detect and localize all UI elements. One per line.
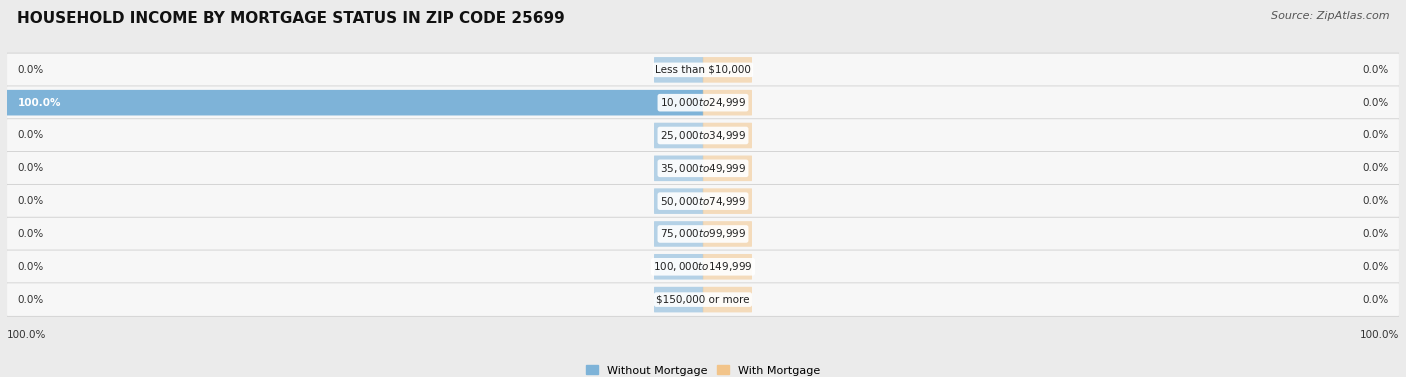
Text: 0.0%: 0.0% bbox=[1362, 130, 1389, 141]
Text: 0.0%: 0.0% bbox=[1362, 65, 1389, 75]
Text: $35,000 to $49,999: $35,000 to $49,999 bbox=[659, 162, 747, 175]
FancyBboxPatch shape bbox=[7, 152, 1399, 185]
FancyBboxPatch shape bbox=[7, 119, 1399, 152]
Text: 0.0%: 0.0% bbox=[17, 130, 44, 141]
Text: 0.0%: 0.0% bbox=[1362, 262, 1389, 272]
FancyBboxPatch shape bbox=[654, 188, 703, 214]
FancyBboxPatch shape bbox=[654, 221, 703, 247]
Text: 0.0%: 0.0% bbox=[17, 262, 44, 272]
FancyBboxPatch shape bbox=[7, 184, 1399, 218]
Text: 0.0%: 0.0% bbox=[17, 65, 44, 75]
Text: 0.0%: 0.0% bbox=[1362, 196, 1389, 206]
FancyBboxPatch shape bbox=[654, 287, 703, 313]
Text: 100.0%: 100.0% bbox=[7, 330, 46, 340]
FancyBboxPatch shape bbox=[7, 217, 1399, 251]
FancyBboxPatch shape bbox=[703, 221, 752, 247]
FancyBboxPatch shape bbox=[654, 254, 703, 280]
Text: 0.0%: 0.0% bbox=[17, 294, 44, 305]
FancyBboxPatch shape bbox=[654, 57, 703, 83]
Text: $50,000 to $74,999: $50,000 to $74,999 bbox=[659, 195, 747, 208]
FancyBboxPatch shape bbox=[7, 283, 1399, 316]
Text: Source: ZipAtlas.com: Source: ZipAtlas.com bbox=[1271, 11, 1389, 21]
Text: 0.0%: 0.0% bbox=[17, 163, 44, 173]
FancyBboxPatch shape bbox=[654, 123, 703, 148]
Text: 0.0%: 0.0% bbox=[1362, 294, 1389, 305]
FancyBboxPatch shape bbox=[654, 156, 703, 181]
Text: 0.0%: 0.0% bbox=[17, 196, 44, 206]
FancyBboxPatch shape bbox=[703, 57, 752, 83]
Text: 100.0%: 100.0% bbox=[17, 98, 60, 108]
Text: 0.0%: 0.0% bbox=[1362, 98, 1389, 108]
Text: HOUSEHOLD INCOME BY MORTGAGE STATUS IN ZIP CODE 25699: HOUSEHOLD INCOME BY MORTGAGE STATUS IN Z… bbox=[17, 11, 565, 26]
Legend: Without Mortgage, With Mortgage: Without Mortgage, With Mortgage bbox=[582, 361, 824, 377]
FancyBboxPatch shape bbox=[703, 188, 752, 214]
FancyBboxPatch shape bbox=[7, 90, 703, 115]
FancyBboxPatch shape bbox=[703, 156, 752, 181]
FancyBboxPatch shape bbox=[7, 53, 1399, 87]
FancyBboxPatch shape bbox=[703, 90, 752, 115]
Text: $100,000 to $149,999: $100,000 to $149,999 bbox=[654, 260, 752, 273]
FancyBboxPatch shape bbox=[7, 86, 1399, 120]
Text: $10,000 to $24,999: $10,000 to $24,999 bbox=[659, 96, 747, 109]
FancyBboxPatch shape bbox=[7, 250, 1399, 284]
Text: 0.0%: 0.0% bbox=[1362, 163, 1389, 173]
Text: $25,000 to $34,999: $25,000 to $34,999 bbox=[659, 129, 747, 142]
Text: 100.0%: 100.0% bbox=[1360, 330, 1399, 340]
Text: Less than $10,000: Less than $10,000 bbox=[655, 65, 751, 75]
Text: $75,000 to $99,999: $75,000 to $99,999 bbox=[659, 227, 747, 241]
FancyBboxPatch shape bbox=[703, 123, 752, 148]
Text: 0.0%: 0.0% bbox=[17, 229, 44, 239]
Text: $150,000 or more: $150,000 or more bbox=[657, 294, 749, 305]
Text: 0.0%: 0.0% bbox=[1362, 229, 1389, 239]
FancyBboxPatch shape bbox=[703, 254, 752, 280]
FancyBboxPatch shape bbox=[703, 287, 752, 313]
